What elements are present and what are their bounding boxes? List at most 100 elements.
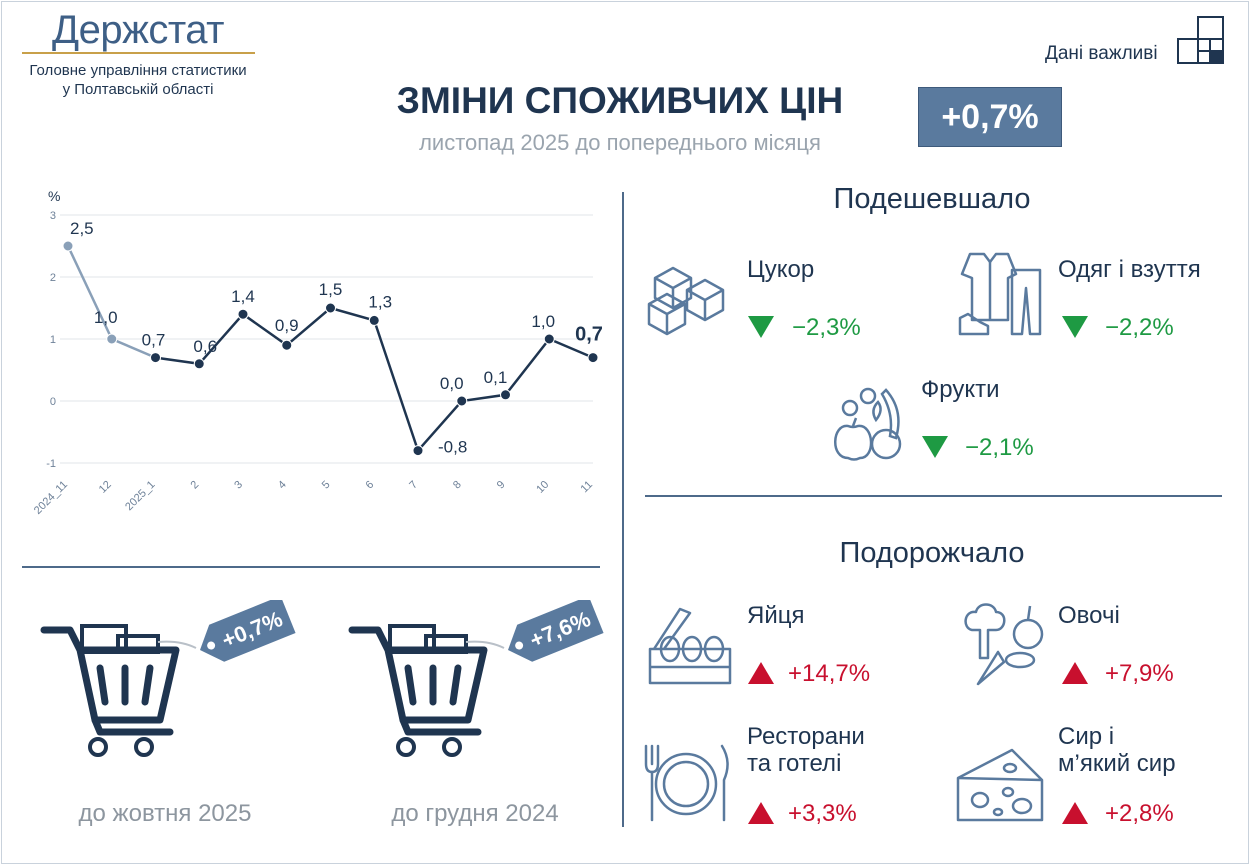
data-label: 0,0 bbox=[440, 374, 464, 393]
y-tick-label: -1 bbox=[46, 458, 56, 470]
data-point bbox=[456, 395, 468, 407]
data-point bbox=[587, 352, 599, 364]
data-point bbox=[281, 339, 293, 351]
page-subtitle: листопад 2025 до попереднього місяця bbox=[419, 130, 821, 155]
y-tick-label: 1 bbox=[50, 334, 56, 346]
cheese-icon bbox=[956, 748, 1044, 822]
restaurants-label-line-1: Ресторани bbox=[747, 723, 865, 750]
pricier-item-vegetables-label: Овочі bbox=[1058, 602, 1120, 629]
x-tick-label: 4 bbox=[276, 479, 289, 492]
data-point bbox=[543, 333, 555, 345]
data-point bbox=[412, 445, 424, 457]
data-label: 0,1 bbox=[484, 368, 508, 387]
vegetables-icon bbox=[964, 603, 1044, 686]
cart-caption-year: до грудня 2024 bbox=[391, 800, 559, 827]
fruits-icon bbox=[834, 387, 902, 461]
up-arrow-icon bbox=[748, 662, 774, 684]
cheaper-item-fruits-label: Фрукти bbox=[921, 376, 1000, 403]
sugar-cubes-icon bbox=[647, 266, 725, 336]
clothes-icon bbox=[958, 252, 1042, 336]
data-point bbox=[62, 240, 74, 252]
y-tick-label: 2 bbox=[50, 272, 56, 284]
data-label: 0,6 bbox=[193, 337, 217, 356]
x-tick-label: 10 bbox=[534, 479, 551, 496]
vertical-divider bbox=[622, 192, 624, 827]
logo: Держстат bbox=[52, 8, 224, 52]
data-point bbox=[150, 352, 161, 364]
pricier-item-eggs-value: +14,7% bbox=[788, 660, 871, 687]
data-point bbox=[325, 302, 336, 314]
x-tick-label: 2 bbox=[189, 479, 202, 492]
pricier-item-restaurants-value: +3,3% bbox=[788, 800, 857, 827]
eggs-icon bbox=[648, 607, 732, 685]
down-arrow-icon bbox=[748, 316, 774, 338]
x-tick-label: 5 bbox=[320, 479, 333, 492]
cheaper-item-clothes-value: −2,2% bbox=[1105, 314, 1174, 341]
org-name: Головне управління статистики у Полтавсь… bbox=[18, 61, 258, 99]
page-title: ЗМІНИ СПОЖИВЧИХ ЦІН bbox=[396, 80, 844, 121]
pricier-heading: Подорожчало bbox=[839, 537, 1025, 569]
cheese-label-line-1: Сир і bbox=[1058, 723, 1115, 750]
cart-month: +0,7% bbox=[40, 600, 296, 757]
data-label: 1,0 bbox=[531, 312, 555, 331]
cheaper-item-sugar-label: Цукор bbox=[747, 256, 815, 283]
left-divider bbox=[22, 566, 600, 568]
data-label: 1,4 bbox=[231, 287, 255, 306]
data-label: 0,9 bbox=[275, 316, 299, 335]
pricier-item-vegetables-value: +7,9% bbox=[1105, 660, 1174, 687]
series-line bbox=[155, 306, 594, 454]
data-label: 0,7 bbox=[575, 324, 603, 346]
y-axis-label: % bbox=[48, 188, 60, 204]
data-label: -0,8 bbox=[438, 438, 467, 457]
cart-year: +7,6% bbox=[348, 600, 604, 757]
cheaper-item-sugar-value: −2,3% bbox=[792, 314, 861, 341]
x-tick-label: 3 bbox=[232, 479, 245, 492]
cart-icon bbox=[40, 626, 180, 736]
cheaper-item-fruits-value: −2,1% bbox=[965, 434, 1034, 461]
y-tick-label: 3 bbox=[50, 210, 56, 222]
data-point bbox=[368, 314, 380, 326]
x-tick-label: 2025_1 bbox=[123, 479, 157, 513]
right-divider bbox=[645, 495, 1222, 497]
restaurant-icon bbox=[644, 744, 729, 822]
data-point bbox=[106, 333, 118, 345]
data-point bbox=[237, 308, 249, 320]
pricier-item-cheese-label: Сир і м’який сир bbox=[1058, 723, 1176, 777]
pricier-item-cheese-value: +2,8% bbox=[1105, 800, 1174, 827]
x-tick-label: 11 bbox=[579, 479, 596, 496]
data-label: 2,5 bbox=[70, 219, 94, 238]
pricier-item-restaurants-label: Ресторани та готелі bbox=[747, 723, 865, 777]
org-line-1: Головне управління статистики bbox=[29, 62, 247, 79]
important-label: Дані важливі bbox=[1045, 43, 1158, 64]
down-arrow-icon bbox=[1062, 316, 1088, 338]
data-label: 1,5 bbox=[319, 280, 343, 299]
x-tick-label: 6 bbox=[364, 479, 377, 492]
org-line-2: у Полтавській області bbox=[62, 81, 214, 98]
x-tick-label: 2024_11 bbox=[32, 479, 70, 517]
cheaper-item-clothes-label: Одяг і взуття bbox=[1058, 256, 1201, 283]
cart-icon bbox=[348, 626, 488, 736]
data-label: 0,7 bbox=[142, 331, 166, 350]
cart-caption-month: до жовтня 2025 bbox=[78, 800, 252, 827]
x-tick-label: 9 bbox=[495, 479, 508, 492]
headline-value: +0,7% bbox=[918, 87, 1062, 147]
up-arrow-icon bbox=[1062, 802, 1088, 824]
cheaper-heading: Подешевшало bbox=[833, 183, 1031, 215]
data-grid-icon bbox=[1177, 16, 1224, 64]
restaurants-label-line-2: та готелі bbox=[747, 750, 842, 777]
data-label: 1,0 bbox=[94, 308, 118, 327]
x-tick-label: 7 bbox=[407, 479, 420, 492]
up-arrow-icon bbox=[1062, 662, 1088, 684]
data-label: 1,3 bbox=[368, 292, 392, 311]
data-point bbox=[193, 358, 205, 370]
pricier-item-eggs-label: Яйця bbox=[747, 602, 805, 629]
y-tick-label: 0 bbox=[50, 396, 56, 408]
down-arrow-icon bbox=[922, 436, 948, 458]
cheese-label-line-2: м’який сир bbox=[1058, 750, 1176, 777]
up-arrow-icon bbox=[748, 802, 774, 824]
logo-rule bbox=[22, 52, 255, 54]
x-tick-label: 12 bbox=[97, 479, 114, 496]
x-tick-label: 8 bbox=[451, 479, 464, 492]
